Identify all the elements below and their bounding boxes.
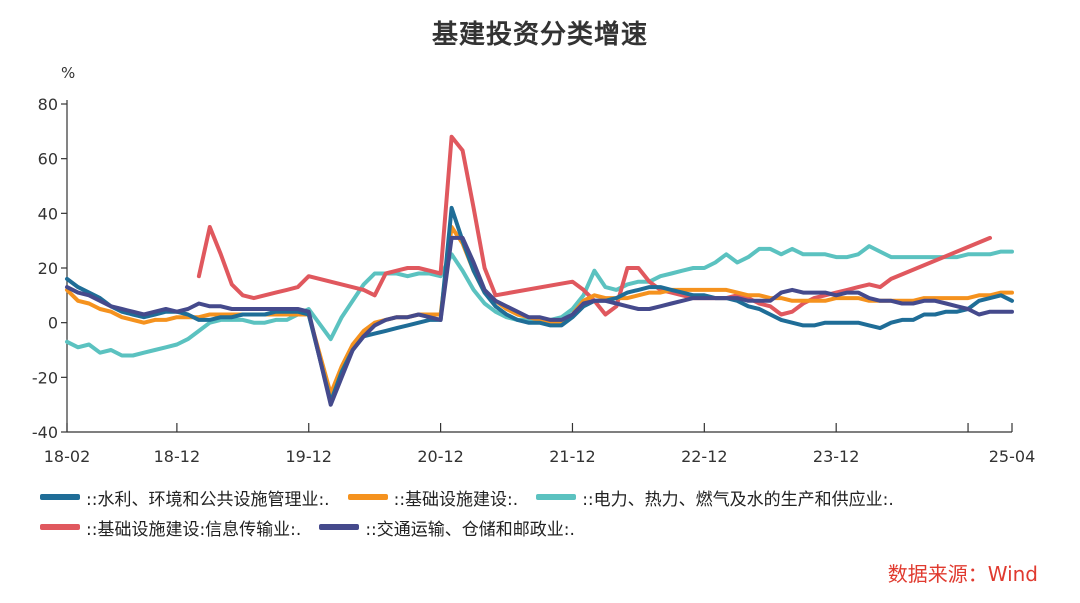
- legend-swatch: [40, 494, 80, 500]
- x-tick-label: 23-12: [813, 447, 860, 466]
- source-note: 数据来源：Wind: [887, 562, 1038, 586]
- series-line-infrastructure: [65, 225, 1014, 396]
- legend-swatch: [536, 494, 577, 500]
- legend-swatch: [347, 494, 388, 500]
- legend-row-1: ::水利、环境和公共设施管理业:. ::基础设施建设:. ::电力、热力、燃气及…: [40, 482, 1050, 512]
- y-unit-label: %: [61, 64, 76, 82]
- y-tick-label: 0: [48, 314, 58, 333]
- legend-swatch: [40, 524, 80, 530]
- legend-item-information-transmission: ::基础设施建设:信息传输业:.: [40, 515, 301, 540]
- series-line-information-transmission: [196, 134, 992, 317]
- y-tick-label: 40: [38, 204, 58, 223]
- y-tick-label: -40: [32, 423, 58, 442]
- x-tick-label: 25-04: [989, 447, 1036, 466]
- x-tick-label: 19-12: [285, 447, 332, 466]
- legend-item-water-conservancy: ::水利、环境和公共设施管理业:.: [40, 485, 330, 510]
- legend-row-2: ::基础设施建设:信息传输业:. ::交通运输、仓储和邮政业:.: [40, 512, 1050, 542]
- x-tick-label: 21-12: [549, 447, 596, 466]
- legend-label: ::交通运输、仓储和邮政业:.: [365, 519, 575, 540]
- chart-title: 基建投资分类增速: [431, 20, 648, 50]
- x-tick-label: 20-12: [417, 447, 464, 466]
- x-tick-label: 18-02: [44, 447, 91, 466]
- series-lines: [65, 134, 1014, 407]
- axes: 80 60 40 20 0 -20 -40 18-02 18-12 19-12 20-12 21-12…: [32, 95, 1035, 466]
- legend-item-transportation: ::交通运输、仓储和邮政业:.: [319, 515, 575, 540]
- legend-label: ::电力、热力、燃气及水的生产和供应业:.: [582, 489, 894, 510]
- y-tick-label: -20: [32, 368, 58, 387]
- y-tick-label: 80: [38, 95, 58, 114]
- legend-swatch: [319, 524, 360, 530]
- legend-item-utilities: ::电力、热力、燃气及水的生产和供应业:.: [536, 485, 894, 510]
- y-tick-label: 20: [38, 259, 58, 278]
- x-tick-label: 22-12: [681, 447, 728, 466]
- series-line-water-conservancy: [65, 205, 1014, 404]
- x-tick-label: 18-12: [154, 447, 201, 466]
- legend: ::水利、环境和公共设施管理业:. ::基础设施建设:. ::电力、热力、燃气及…: [40, 482, 1050, 542]
- legend-label: ::基础设施建设:信息传输业:.: [86, 519, 302, 540]
- legend-item-infrastructure: ::基础设施建设:.: [347, 485, 519, 510]
- y-tick-label: 60: [38, 150, 58, 169]
- legend-label: ::基础设施建设:.: [393, 489, 519, 510]
- legend-label: ::水利、环境和公共设施管理业:.: [86, 489, 330, 510]
- series-line-transportation: [65, 235, 1014, 407]
